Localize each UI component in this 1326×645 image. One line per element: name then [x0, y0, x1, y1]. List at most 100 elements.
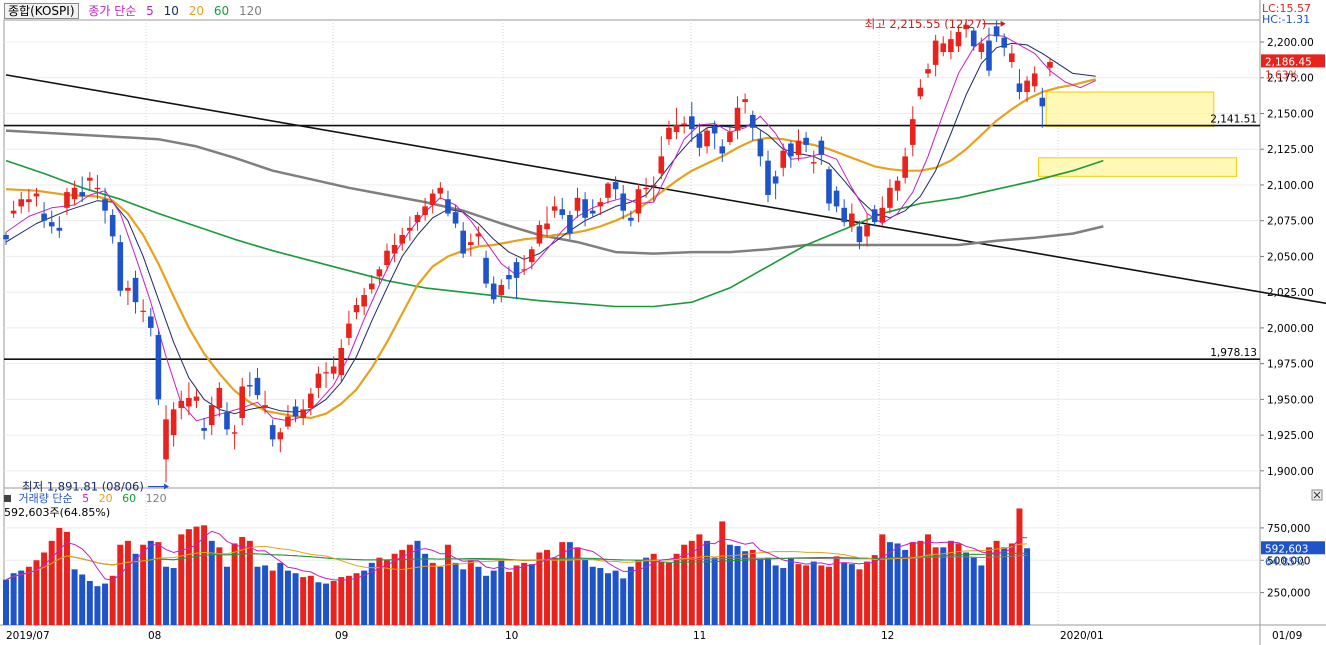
candle-body [536, 224, 543, 244]
volume-bar [10, 573, 17, 625]
candle-body [605, 183, 611, 198]
volume-bar [856, 569, 863, 625]
ma10-legend[interactable]: 10 [163, 4, 179, 18]
candle [673, 107, 680, 140]
volume-toggle-icon[interactable] [4, 495, 11, 502]
candle [18, 192, 25, 214]
candle-body [803, 137, 809, 145]
candle-body [224, 412, 230, 430]
volume-bar [658, 561, 665, 625]
candle-body [437, 187, 444, 194]
volume-bar [742, 551, 749, 625]
volume-bar [536, 552, 543, 625]
volume-bar [559, 542, 566, 625]
date-tick-label: 01/09 [1272, 630, 1302, 642]
candle-body [56, 227, 63, 231]
ma20-legend[interactable]: 20 [188, 4, 204, 18]
volume-bar [345, 575, 352, 625]
volume-bar [208, 540, 215, 625]
vol-ma5-legend[interactable]: 5 [82, 492, 90, 505]
support-zone [1038, 157, 1238, 177]
index-selector-button[interactable]: 종합(KOSPI) [4, 3, 79, 19]
candle-body [666, 127, 672, 140]
candle [1024, 76, 1030, 103]
volume-bar [223, 566, 230, 625]
volume-bar [201, 525, 208, 625]
volume-bar [147, 540, 154, 625]
ma5-legend[interactable]: 5 [146, 4, 154, 18]
vol-ma120-legend[interactable]: 120 [145, 492, 167, 505]
candle-body [48, 222, 55, 227]
ma5-line [5, 34, 1096, 422]
candle-body [917, 87, 924, 97]
volume-bar [239, 536, 246, 625]
candle [414, 212, 421, 231]
candle [528, 246, 535, 270]
candle [986, 27, 992, 77]
candle-body [506, 275, 512, 280]
volume-ma20-line [5, 543, 1028, 581]
candle-body [208, 405, 215, 426]
volume-bar [33, 560, 40, 625]
current-volume-ratio: 64.85% [1265, 556, 1305, 568]
price-tick-label: 2,100.00 [1267, 180, 1314, 192]
candle [635, 183, 642, 223]
candle-body [468, 242, 474, 245]
volume-bar [18, 570, 25, 625]
volume-bar [902, 549, 909, 625]
volume-bar [1016, 508, 1023, 625]
candle-body [681, 123, 687, 125]
candle [963, 19, 969, 38]
volume-bar [178, 534, 185, 625]
low-annotation: 최저 1,891.81 (08/06) [22, 480, 144, 494]
candle [376, 266, 383, 284]
volume-bar [528, 564, 535, 625]
candle [818, 136, 825, 165]
ma120-legend[interactable]: 120 [238, 4, 262, 18]
candle-body [521, 269, 527, 271]
candle [902, 147, 908, 184]
candle [970, 27, 977, 51]
ma60-legend[interactable]: 60 [213, 4, 230, 18]
volume-bar [665, 562, 672, 625]
candle-body [856, 226, 863, 243]
candle-body [818, 140, 825, 155]
vol-ma20-legend[interactable]: 20 [98, 492, 113, 505]
candle-body [64, 192, 70, 208]
candle [864, 213, 870, 247]
candle-body [986, 40, 992, 71]
volume-bar [109, 575, 116, 625]
volume-bar [414, 540, 421, 625]
candle-body [117, 242, 124, 291]
volume-bar [193, 526, 200, 625]
candle [71, 180, 78, 205]
volume-ma-label: 거래량 단순 [18, 492, 73, 505]
date-tick-label: 08 [148, 630, 161, 642]
candle-body [826, 169, 832, 204]
candle [79, 176, 85, 203]
volume-bar [597, 568, 604, 625]
volume-bar [163, 566, 170, 625]
vol-ma60-legend[interactable]: 60 [122, 492, 137, 505]
volume-bar [475, 566, 482, 625]
candle-body [559, 209, 566, 215]
candle-body [704, 130, 710, 147]
candle [323, 362, 329, 388]
candle [155, 330, 162, 406]
volume-bar [132, 553, 139, 625]
volume-bar [985, 547, 992, 625]
candle-body [186, 397, 192, 407]
volume-bar [277, 562, 284, 625]
price-ma-label: 종가 단순 [88, 4, 137, 18]
volume-bar [864, 561, 871, 625]
candle [193, 389, 200, 408]
candle-body [376, 269, 383, 277]
price-tick-label: 1,925.00 [1267, 430, 1314, 442]
candle [445, 190, 451, 217]
volume-bar [406, 544, 413, 625]
volume-bar [650, 553, 657, 625]
volume-bar [422, 553, 429, 625]
candle [3, 232, 9, 245]
volume-bar [635, 560, 642, 625]
candle-body [323, 372, 329, 374]
